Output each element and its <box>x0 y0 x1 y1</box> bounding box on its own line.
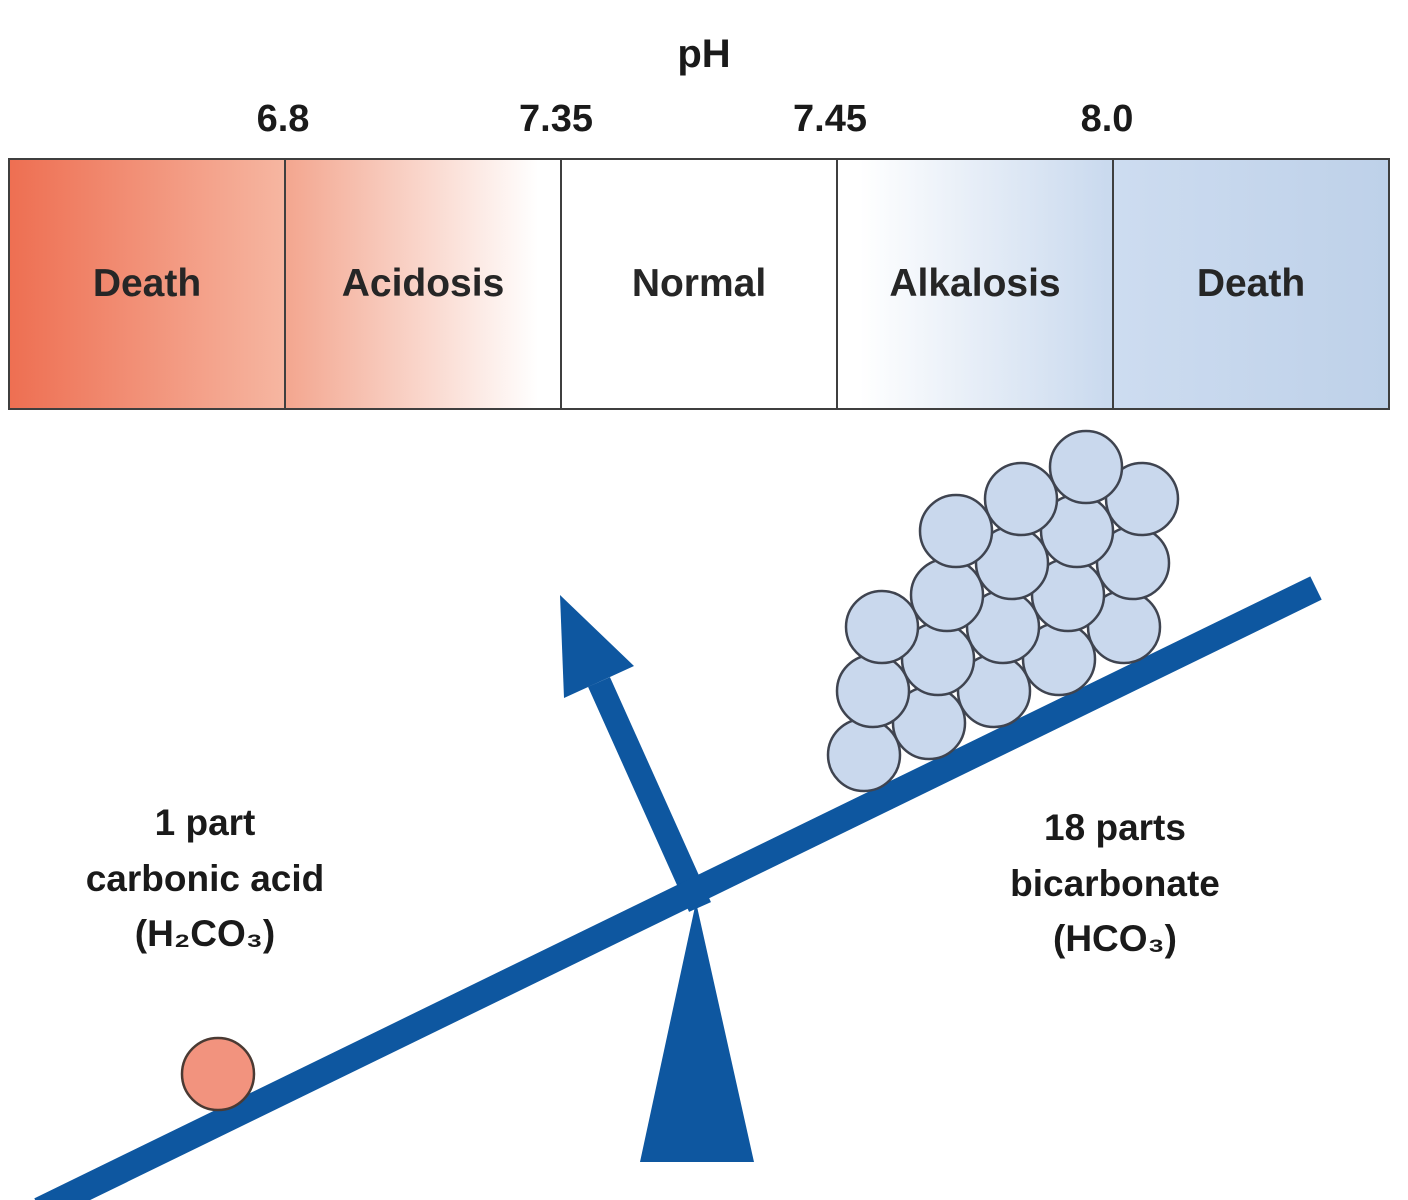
bicarbonate-ball <box>835 653 911 729</box>
carbonic-acid-label: 1 part carbonic acid (H₂CO₃) <box>25 795 385 962</box>
bicarbonate-label-formula: (HCO₃) <box>1053 918 1177 959</box>
bicarbonate-label-line-1: 18 parts <box>1044 807 1186 848</box>
zone-label: Death <box>1196 262 1306 305</box>
zone-acidosis: Acidosis <box>286 160 562 408</box>
ph-tick-6-8: 6.8 <box>256 98 310 140</box>
bicarbonate-ball <box>983 461 1059 537</box>
bicarbonate-ball <box>918 493 994 569</box>
zone-normal: Normal <box>562 160 838 408</box>
carbonic-acid-label-formula: (H₂CO₃) <box>134 913 276 954</box>
bicarbonate-ball <box>1104 461 1180 537</box>
carbonic-acid-label-line-2: carbonic acid <box>85 857 325 899</box>
zone-label: Acidosis <box>341 262 505 305</box>
zone-death-alkaline: Death <box>1114 160 1388 408</box>
bicarbonate-ball <box>909 557 985 633</box>
zone-label: Normal <box>631 262 767 305</box>
zone-death-acidic: Death <box>10 160 286 408</box>
ph-tick-7-35: 7.35 <box>519 98 593 140</box>
bicarbonate-ball <box>844 589 920 665</box>
bicarbonate-label-line-2: bicarbonate <box>1010 862 1220 904</box>
bicarbonate-ball <box>1048 429 1124 505</box>
bicarbonate-label: 18 parts bicarbonate (HCO₃) <box>925 800 1305 967</box>
ph-scale-bar: Death Acidosis Normal Alkalosis Death <box>8 158 1390 410</box>
balance-beam <box>34 576 1322 1200</box>
ph-tick-7-45: 7.45 <box>793 98 867 140</box>
carbonic-acid-ball <box>180 1036 256 1112</box>
ph-tick-8-0: 8.0 <box>1080 98 1134 140</box>
ph-scale-title: pH <box>677 32 731 76</box>
zone-label: Death <box>92 262 202 305</box>
up-arrow <box>560 595 711 912</box>
carbonic-acid-label-line-1: 1 part <box>154 802 256 843</box>
balance-diagram <box>34 429 1322 1200</box>
bicarbonate-balls <box>826 429 1180 793</box>
fulcrum-triangle <box>640 902 754 1162</box>
zone-label: Alkalosis <box>889 262 1061 305</box>
zone-alkalosis: Alkalosis <box>838 160 1114 408</box>
bicarbonate-ball <box>826 717 902 793</box>
